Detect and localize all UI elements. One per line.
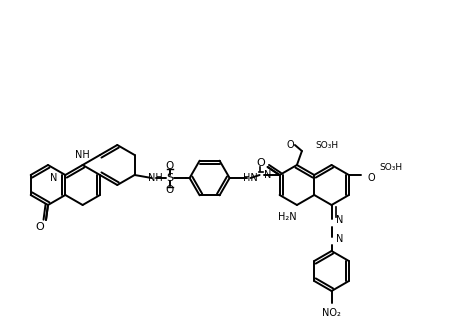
Text: O: O: [367, 173, 375, 183]
Text: N: N: [336, 215, 343, 225]
Text: N: N: [336, 234, 343, 244]
Text: N: N: [264, 170, 271, 180]
Text: N: N: [50, 173, 57, 183]
Text: SO₃H: SO₃H: [379, 163, 402, 171]
Text: NO₂: NO₂: [322, 308, 341, 318]
Text: H₂N: H₂N: [277, 212, 296, 222]
Text: O: O: [165, 161, 174, 171]
Text: S: S: [166, 173, 173, 183]
Text: O: O: [256, 158, 265, 168]
Text: O: O: [165, 185, 174, 195]
Text: NH: NH: [148, 173, 163, 183]
Text: SO₃H: SO₃H: [315, 141, 338, 149]
Text: O: O: [286, 140, 294, 150]
Text: HN: HN: [242, 173, 257, 183]
Text: NH: NH: [75, 150, 90, 160]
Text: O: O: [35, 222, 44, 232]
